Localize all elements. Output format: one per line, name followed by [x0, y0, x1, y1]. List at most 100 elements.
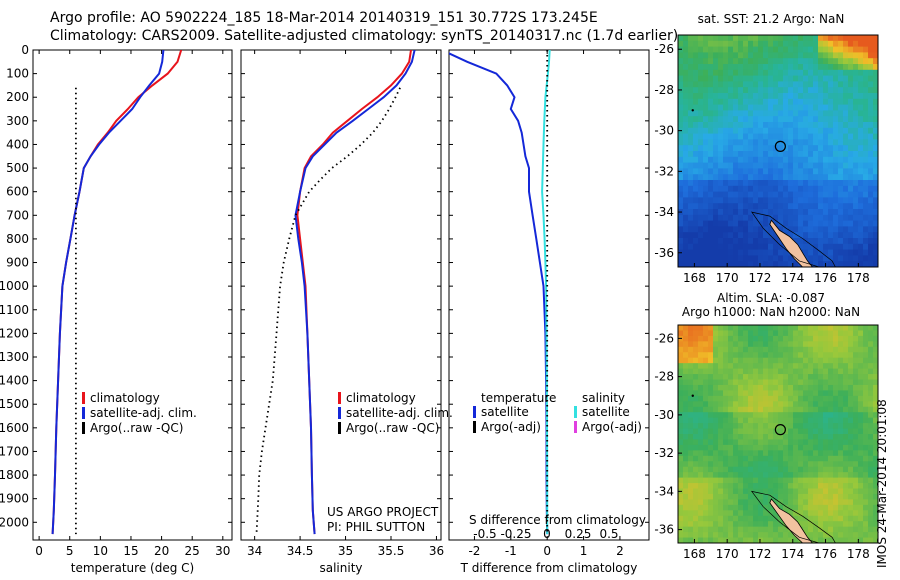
sst-map-cell: [838, 40, 844, 48]
sla-map-cell: [683, 352, 689, 359]
sla-map-cell: [708, 330, 714, 337]
sst-map-cell: [798, 40, 804, 48]
sla-map-cell: [848, 461, 854, 468]
sst-map-cell: [828, 87, 834, 94]
sst-map-cell: [753, 249, 759, 256]
sst-map-cell: [873, 261, 879, 268]
sla-map-cell: [823, 417, 829, 424]
sla-map-cell: [788, 488, 794, 495]
sst-map-cell: [873, 151, 879, 158]
sla-map-cell: [748, 401, 754, 408]
sst-map-cell: [683, 232, 689, 239]
sla-map-cell: [788, 395, 794, 402]
sla-map-cell: [863, 521, 869, 528]
sla-map-cell: [688, 461, 694, 468]
sla-map-cell: [758, 395, 764, 402]
sst-map-cell: [783, 139, 789, 146]
sla-map-cell: [798, 510, 804, 517]
sst-map-cell: [753, 145, 759, 152]
sst-map-cell: [723, 185, 729, 193]
sst-map-cell: [698, 249, 704, 256]
sst-map-cell: [743, 35, 749, 42]
sst-map-cell: [853, 197, 859, 204]
sla-map-cell: [808, 368, 814, 375]
sla-map-cell: [868, 325, 874, 331]
sla-map-x-tick-label: 178: [847, 547, 870, 561]
sla-map-cell: [743, 368, 749, 375]
sst-map-cell: [788, 174, 794, 181]
sla-map-cell: [828, 450, 834, 457]
sst-map-cell: [723, 197, 729, 204]
sst-map-cell: [873, 238, 879, 245]
sla-map-cell: [693, 374, 699, 380]
sla-map-x-tick-label: 168: [683, 547, 706, 561]
sla-map-cell: [683, 488, 689, 495]
sla-map-cell: [733, 325, 739, 331]
sla-map-cell: [788, 330, 794, 337]
sst-map-cell: [778, 93, 784, 100]
x-tick-label-temperature: 25: [185, 544, 200, 558]
sla-map-cell: [853, 444, 859, 451]
sla-map-cell: [858, 493, 864, 500]
sst-map-cell: [703, 116, 709, 123]
sla-map-cell: [818, 417, 824, 424]
sst-map-cell: [743, 261, 749, 268]
sla-map-cell: [683, 335, 689, 342]
sla-map-cell: [753, 379, 759, 386]
sst-map-cell: [788, 168, 794, 175]
sla-map-cell: [838, 368, 844, 375]
sla-map-cell: [833, 325, 839, 331]
sst-map-cell: [858, 232, 864, 239]
sla-map-y-tick-label: -26: [654, 331, 674, 345]
sst-map-cell: [773, 116, 779, 123]
sla-map-cell: [843, 483, 849, 489]
sla-map-cell: [728, 352, 734, 359]
sst-map-cell: [813, 232, 819, 239]
sla-map-cell: [708, 450, 714, 457]
sst-map-cell: [858, 214, 864, 222]
sst-map-cell: [863, 214, 869, 222]
sla-map-cell: [873, 330, 879, 337]
sst-map-cell: [693, 168, 699, 175]
sst-map-cell: [763, 75, 769, 82]
sla-map-cell: [728, 499, 734, 506]
sst-map-cell: [763, 145, 769, 152]
sla-map-cell: [708, 374, 714, 380]
sst-map-cell: [718, 145, 724, 152]
sst-map-cell: [803, 98, 809, 106]
sst-map-cell: [793, 168, 799, 175]
sla-map-cell: [788, 352, 794, 359]
sla-map-cell: [833, 346, 839, 353]
sla-map-cell: [733, 444, 739, 451]
sst-map-cell: [813, 220, 819, 227]
sla-map-cell: [753, 346, 759, 353]
sst-map-cell: [733, 87, 739, 94]
sla-map-cell: [818, 493, 824, 500]
sla-map-cell: [828, 472, 834, 479]
sst-map-cell: [678, 116, 684, 123]
sst-map-argo-marker: [774, 140, 786, 152]
sla-map-cell: [753, 488, 759, 495]
sla-map-cell: [783, 444, 789, 451]
sst-map-cell: [778, 87, 784, 94]
sla-map-cell: [808, 357, 814, 364]
sla-map-cell: [788, 477, 794, 484]
sla-map-cell: [703, 439, 709, 446]
sst-map-cell: [793, 110, 799, 117]
sla-map-cell: [778, 379, 784, 386]
sst-map-cell: [688, 69, 694, 77]
sst-map-cell: [718, 116, 724, 123]
sla-map-cell: [833, 515, 839, 522]
sla-map-cell: [813, 379, 819, 386]
sst-map-cell: [813, 151, 819, 158]
sla-map-cell: [863, 428, 869, 435]
sla-map-cell: [833, 379, 839, 386]
sla-map-cell: [788, 472, 794, 479]
sla-map-cell: [823, 493, 829, 500]
sla-map-cell: [683, 423, 689, 430]
sla-map-cell: [728, 537, 734, 544]
sla-map-cell: [713, 330, 719, 337]
sla-map-cell: [753, 521, 759, 528]
sla-map-cell: [863, 472, 869, 479]
sst-map-cell: [748, 156, 754, 164]
